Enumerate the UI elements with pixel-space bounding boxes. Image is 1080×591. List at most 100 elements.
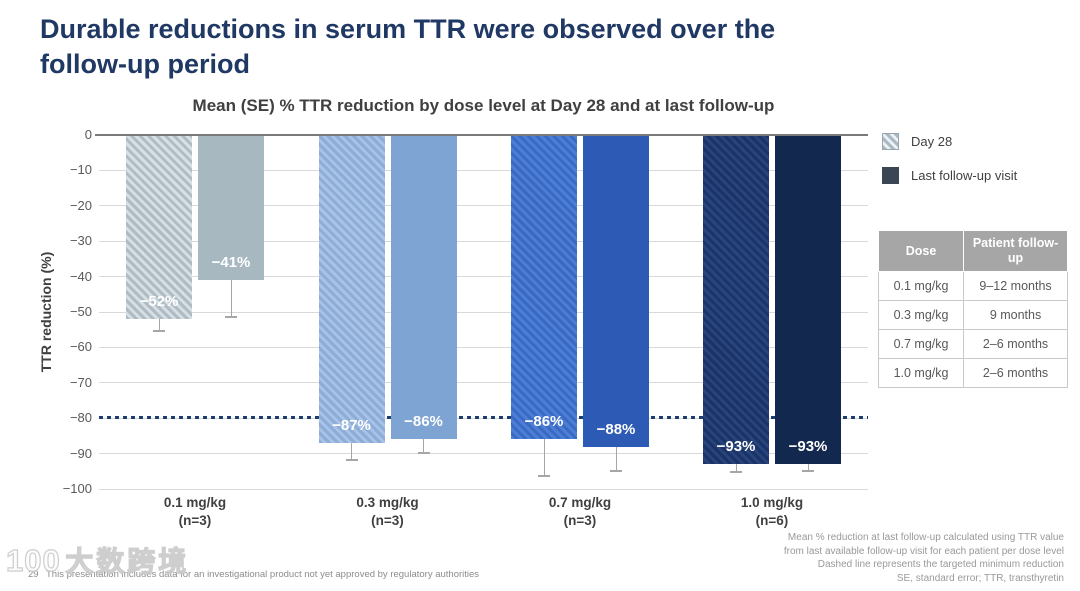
table-cell-followup: 2–6 months bbox=[963, 358, 1068, 388]
table-cell-dose: 0.7 mg/kg bbox=[877, 329, 965, 359]
page-number: 29 bbox=[28, 569, 39, 580]
x-axis-category-label: 0.3 mg/kg (n=3) bbox=[318, 494, 458, 530]
table-cell-dose: 0.3 mg/kg bbox=[877, 300, 965, 330]
n-label: (n=3) bbox=[371, 513, 404, 528]
dose-label: 0.1 mg/kg bbox=[163, 495, 227, 510]
footnote-line: Dashed line represents the targeted mini… bbox=[817, 559, 1064, 570]
error-whisker-cap bbox=[225, 315, 237, 318]
y-tick-label: −40 bbox=[69, 268, 92, 284]
y-tick-label: −30 bbox=[69, 233, 92, 249]
error-whisker bbox=[615, 446, 617, 470]
bar-last-followup bbox=[775, 135, 841, 465]
legend-label-day28: Day 28 bbox=[911, 134, 953, 149]
table-cell-dose: 1.0 mg/kg bbox=[877, 358, 965, 388]
gridline bbox=[99, 169, 868, 171]
table-cell-dose: 0.1 mg/kg bbox=[877, 271, 965, 301]
chart-plot-area: −52% −87% −86% −93% −41% −86% −88% −93% 0.1 mg/k… bbox=[95, 134, 868, 528]
error-whisker bbox=[807, 464, 809, 470]
y-tick-label: −20 bbox=[69, 197, 92, 213]
error-whisker-cap bbox=[153, 329, 165, 332]
gridline bbox=[99, 311, 868, 313]
footnote-right: Mean % reduction at last follow-up calcu… bbox=[634, 531, 1064, 585]
gridline bbox=[99, 346, 868, 348]
gridline bbox=[99, 276, 868, 278]
bar-day28 bbox=[126, 135, 192, 320]
legend-label-followup: Last follow-up visit bbox=[911, 168, 1018, 183]
n-label: (n=3) bbox=[178, 513, 212, 528]
slide-title: Durable reductions in serum TTR were obs… bbox=[40, 12, 980, 82]
x-axis-category-label: 0.1 mg/kg (n=3) bbox=[125, 494, 265, 530]
y-tick-label: 0 bbox=[84, 127, 92, 142]
bar-value-label: −52% bbox=[139, 293, 179, 311]
error-whisker-cap bbox=[538, 474, 550, 477]
error-whisker bbox=[351, 442, 352, 459]
dose-label: 0.3 mg/kg bbox=[356, 495, 419, 510]
watermark-text: 大数跨境 bbox=[65, 545, 190, 577]
table-cell-followup: 2–6 months bbox=[963, 329, 1068, 359]
table-row: 1.0 mg/kg 2–6 months bbox=[877, 358, 1068, 388]
bar-last-followup bbox=[583, 135, 649, 447]
watermark: 100 大数跨境 bbox=[5, 540, 190, 580]
gridline bbox=[99, 453, 868, 455]
footnote-line: SE, standard error; TTR, transthyretin bbox=[896, 572, 1064, 584]
gridline bbox=[99, 382, 868, 384]
gridline bbox=[99, 205, 868, 207]
footnote-left: This presentation includes data for an i… bbox=[46, 569, 480, 580]
table-row: 0.1 mg/kg 9–12 months bbox=[877, 271, 1068, 301]
n-label: (n=6) bbox=[755, 513, 789, 528]
footnote-line: Mean % reduction at last follow-up calcu… bbox=[787, 532, 1064, 543]
error-whisker bbox=[735, 464, 737, 472]
bar-last-followup bbox=[390, 135, 457, 440]
error-whisker-cap bbox=[417, 451, 430, 454]
table-cell-followup: 9 months bbox=[963, 300, 1068, 330]
x-axis-category-label: 0.7 mg/kg (n=3) bbox=[510, 494, 650, 530]
table-row: 0.7 mg/kg 2–6 months bbox=[877, 329, 1068, 359]
legend-swatch-followup-solid bbox=[882, 167, 899, 184]
slide-title-line1: Durable reductions in serum TTR were obs… bbox=[40, 14, 776, 44]
table-header-followup: Patient follow-up bbox=[963, 230, 1068, 272]
gridline bbox=[99, 240, 868, 242]
y-tick-label: −70 bbox=[69, 374, 92, 390]
y-axis-ticks: 0 −10 −20 −30 −40 −50 −60 −70 −80 −90 −100 bbox=[28, 127, 92, 496]
footnote-line: from last available follow-up visit for … bbox=[783, 545, 1064, 557]
table-cell-followup: 9–12 months bbox=[963, 271, 1068, 301]
chart-title: Mean (SE) % TTR reduction by dose level … bbox=[192, 96, 775, 115]
table-row: 0.3 mg/kg 9 months bbox=[877, 300, 1068, 330]
bar-day28 bbox=[318, 135, 385, 443]
error-whisker-cap bbox=[610, 469, 622, 472]
bar-day28 bbox=[703, 135, 769, 465]
bar-value-label: −88% bbox=[596, 420, 636, 438]
y-tick-label: −100 bbox=[62, 481, 92, 496]
bar-day28 bbox=[511, 135, 577, 440]
y-tick-label: −90 bbox=[69, 445, 92, 461]
bar-value-label: −87% bbox=[332, 416, 371, 434]
legend-item-followup: Last follow-up visit bbox=[882, 167, 1017, 184]
error-whisker-cap bbox=[345, 458, 358, 461]
bar-value-label: −93% bbox=[788, 438, 828, 456]
chart-legend: Day 28 Last follow-up visit bbox=[882, 133, 1017, 201]
error-whisker bbox=[230, 280, 232, 316]
legend-item-day28: Day 28 bbox=[882, 133, 1017, 150]
error-whisker bbox=[423, 439, 424, 452]
dose-followup-table: Dose Patient follow-up 0.1 mg/kg 9–12 mo… bbox=[877, 230, 1068, 388]
y-tick-label: −10 bbox=[69, 162, 92, 178]
bar-value-label: −41% bbox=[211, 254, 251, 272]
y-tick-label: −50 bbox=[69, 304, 92, 319]
watermark-logo: 100 bbox=[5, 542, 61, 578]
x-axis-category-label: 1.0 mg/kg (n=6) bbox=[702, 494, 842, 530]
bar-value-label: −86% bbox=[404, 413, 443, 431]
table-header-dose: Dose bbox=[877, 230, 965, 272]
bar-value-label: −86% bbox=[524, 413, 564, 431]
error-whisker bbox=[543, 439, 545, 475]
bar-value-label: −93% bbox=[716, 438, 756, 456]
error-whisker bbox=[158, 319, 160, 330]
error-whisker-cap bbox=[802, 469, 814, 472]
dose-label: 0.7 mg/kg bbox=[548, 495, 612, 510]
y-tick-label: −80 bbox=[69, 410, 92, 426]
y-tick-label: −60 bbox=[69, 339, 92, 355]
legend-swatch-day28-hatched bbox=[882, 133, 899, 150]
gridline bbox=[99, 488, 868, 490]
x-axis-line bbox=[95, 134, 868, 136]
dose-label: 1.0 mg/kg bbox=[740, 495, 804, 510]
